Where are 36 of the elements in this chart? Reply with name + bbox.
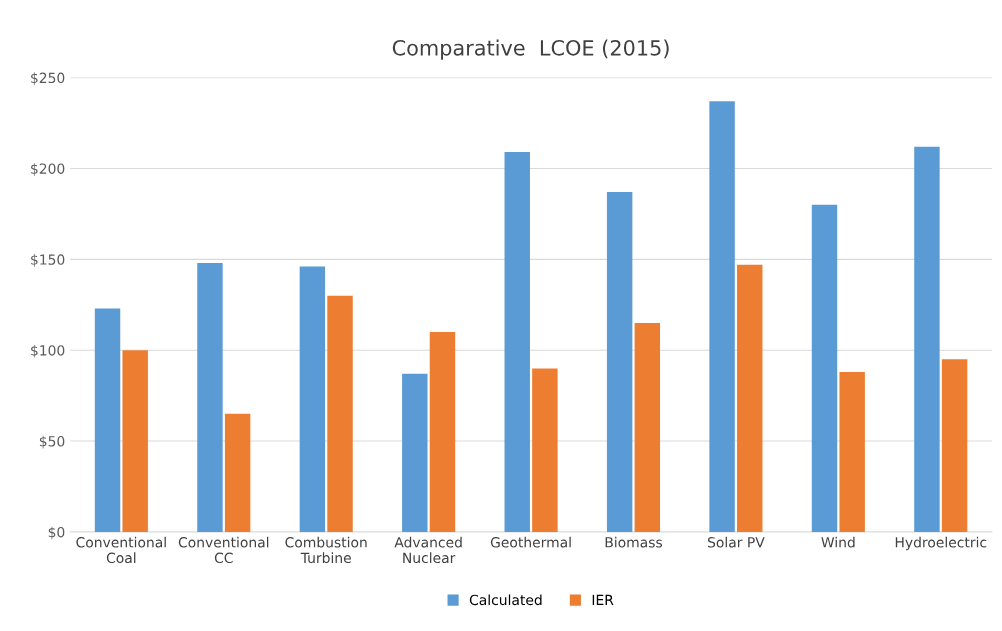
bar: [914, 146, 940, 532]
x-tick-label: Solar PV: [707, 536, 765, 548]
y-tick-label: $200: [31, 163, 65, 176]
x-tick-label: Conventional CC: [178, 536, 269, 564]
bar: [839, 372, 865, 532]
bar: [737, 264, 763, 532]
bar: [327, 295, 353, 532]
legend-label: IER: [592, 594, 614, 605]
chart-title: Comparative LCOE (2015): [392, 39, 669, 60]
x-tick-label: Advanced Nuclear: [394, 536, 462, 564]
bar: [94, 308, 121, 532]
bar: [197, 262, 223, 532]
bar: [634, 322, 661, 532]
legend-label: Calculated: [469, 594, 542, 606]
x-tick-label: Combustion Turbine: [285, 536, 367, 564]
y-tick-label: $150: [31, 254, 65, 267]
x-tick-label: Hydroelectric: [895, 536, 987, 551]
y-tick-label: $100: [31, 344, 65, 358]
bar: [299, 266, 326, 532]
x-tick-label: Wind: [821, 536, 855, 548]
bar: [402, 373, 428, 532]
bar: [532, 368, 558, 532]
bar: [504, 152, 530, 532]
x-tick-label: Geothermal: [490, 536, 571, 548]
bar: [224, 413, 251, 532]
bar: [122, 350, 148, 532]
x-tick-label: Biomass: [605, 536, 663, 548]
y-tick-label: $50: [39, 435, 65, 449]
bar: [606, 192, 633, 532]
bar: [429, 332, 456, 532]
x-tick-label: Conventional Coal: [76, 536, 166, 564]
bar: [811, 204, 838, 532]
y-tick-label: $250: [31, 72, 65, 85]
y-tick-label: $0: [48, 526, 65, 540]
bar: [709, 101, 735, 532]
bar: [941, 359, 968, 532]
